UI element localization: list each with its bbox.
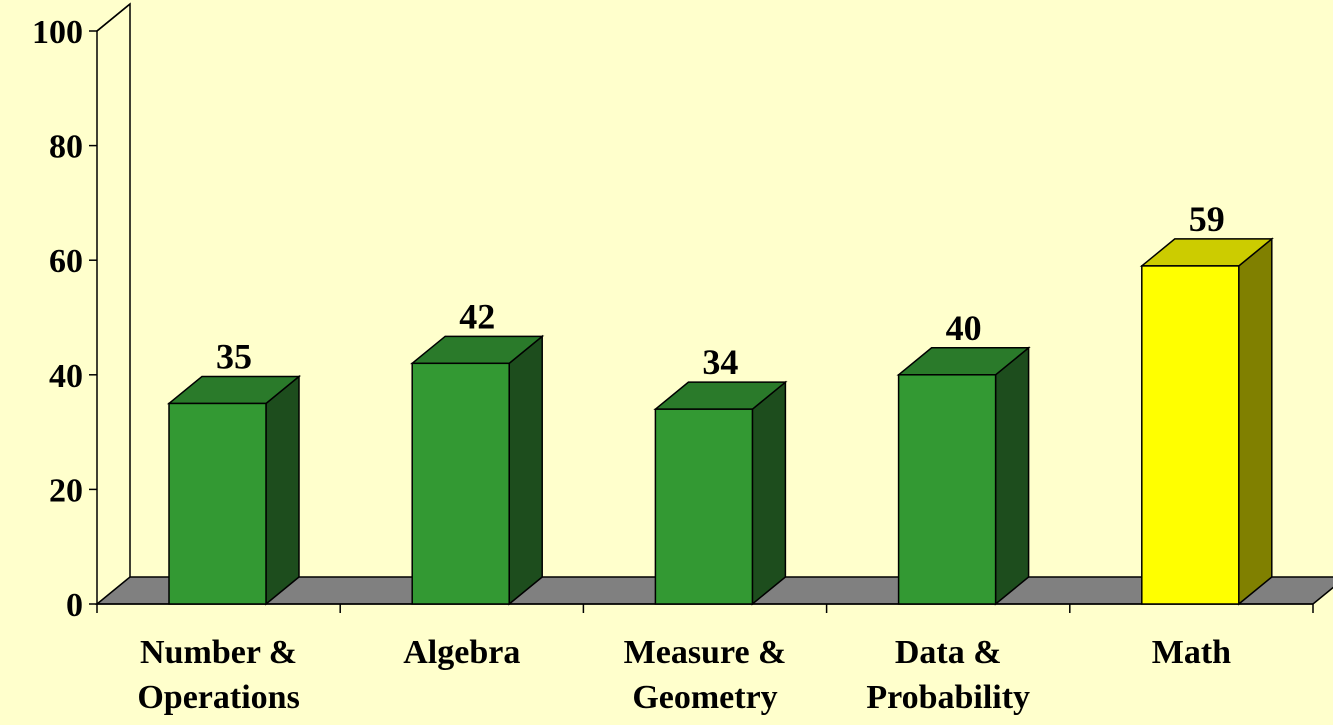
bar	[168, 402, 267, 605]
x-tick-label: Math	[1152, 634, 1231, 671]
bar	[1141, 265, 1240, 605]
data-label: 42	[459, 296, 495, 336]
bar-side	[751, 380, 787, 606]
back-wall-edge	[96, 2, 131, 577]
y-tick-label: 20	[49, 472, 83, 509]
bar-side	[1238, 237, 1273, 606]
y-tick-label: 100	[32, 14, 83, 51]
y-tick-label: 40	[49, 358, 83, 395]
data-label: 35	[216, 336, 252, 376]
chart-labels: 0 20 40 60 80 100 35 Number & Operations 42 Algebr…	[32, 14, 1231, 716]
wall-top-edge	[96, 3, 131, 32]
x-tick-label: Probability	[866, 679, 1030, 716]
bar-side	[265, 374, 300, 606]
bar	[411, 362, 510, 605]
data-label: 34	[702, 342, 738, 382]
x-tick-label: Number &	[140, 634, 297, 671]
data-label: 40	[946, 308, 982, 348]
x-tick-label: Data &	[895, 634, 1002, 671]
data-label: 59	[1189, 199, 1225, 239]
x-tick-label: Geometry	[632, 679, 777, 716]
y-tick-label: 80	[49, 129, 83, 166]
bar-side	[994, 346, 1030, 606]
x-tick-label: Measure &	[624, 634, 787, 671]
bar	[897, 374, 997, 605]
x-tick-label: Operations	[137, 679, 299, 716]
bar-side	[508, 334, 543, 606]
y-tick-label: 0	[66, 587, 83, 624]
chart-bars	[166, 237, 1274, 606]
x-tick-label: Algebra	[403, 634, 520, 671]
y-tick-label: 60	[49, 243, 83, 280]
bar	[654, 408, 754, 605]
